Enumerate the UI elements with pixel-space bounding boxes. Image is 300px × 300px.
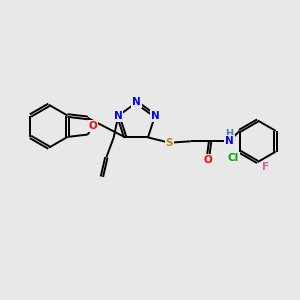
Text: N: N xyxy=(132,98,141,107)
Text: O: O xyxy=(88,121,97,131)
Text: N: N xyxy=(114,111,123,121)
Text: S: S xyxy=(166,138,173,148)
Text: O: O xyxy=(203,155,212,165)
Text: N: N xyxy=(151,111,159,121)
Text: H: H xyxy=(225,129,233,139)
Text: N: N xyxy=(225,136,234,146)
Text: Cl: Cl xyxy=(227,153,239,163)
Text: F: F xyxy=(262,162,269,172)
